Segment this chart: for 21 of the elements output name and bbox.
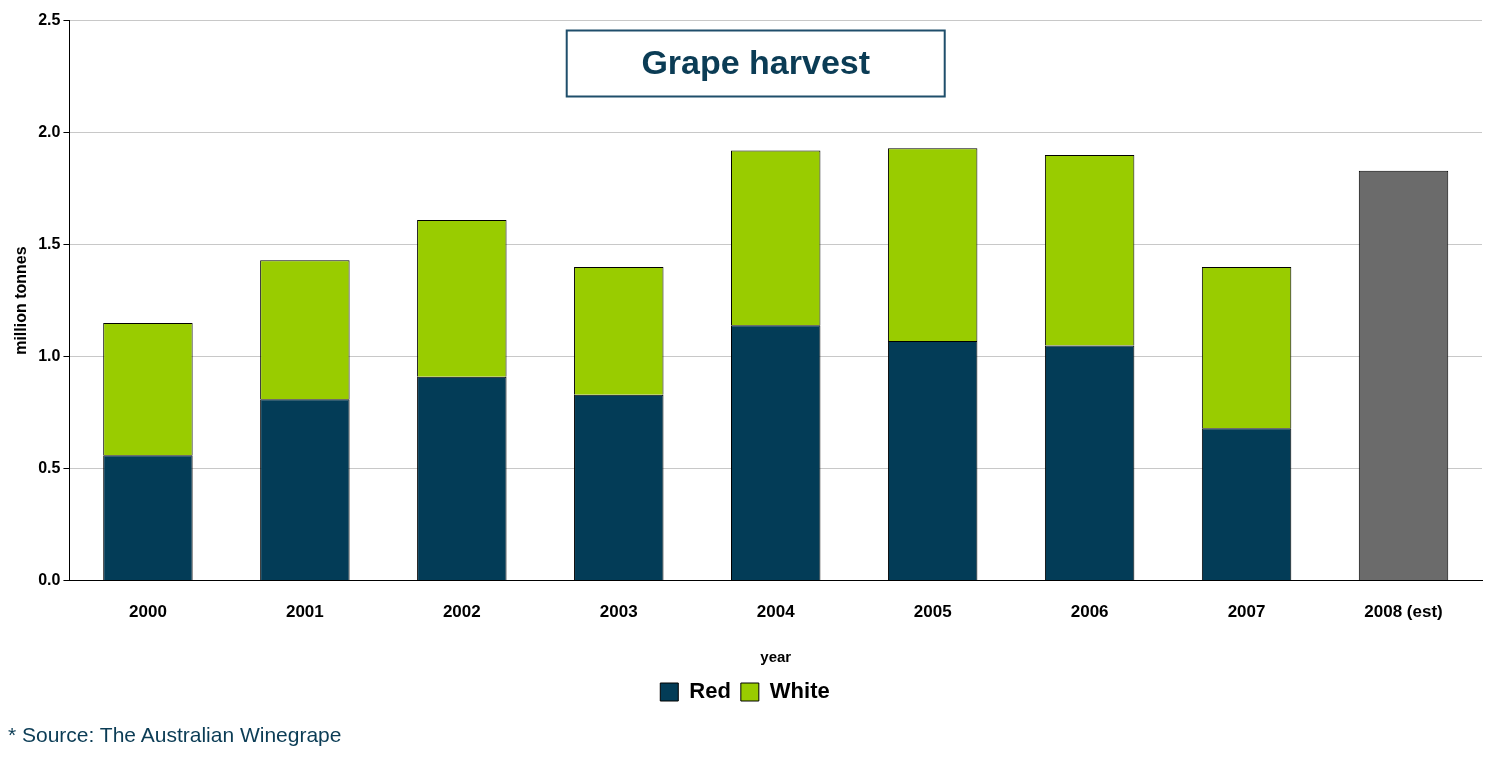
y-tick-label: 2.5 xyxy=(38,11,61,29)
x-tick-label: 2003 xyxy=(599,602,638,622)
x-tick-label: 2006 xyxy=(1070,602,1109,622)
y-tick-label: 0.0 xyxy=(38,571,61,589)
x-tick-label: 2007 xyxy=(1227,602,1266,622)
y-tick-label: 0.5 xyxy=(38,459,61,477)
text: Grape harvest xyxy=(641,42,871,81)
legend-label: Red xyxy=(689,678,731,704)
x-tick-label: 2000 xyxy=(129,602,167,622)
x-tick-label: 2005 xyxy=(913,602,952,622)
x-axis-title: year xyxy=(760,648,792,666)
text: * Source: The Australian Winegrape xyxy=(8,723,342,747)
x-tick-label: 2002 xyxy=(442,602,481,622)
y-tick-label: 1.5 xyxy=(38,235,61,253)
y-axis-title: million tonnes xyxy=(12,246,30,355)
x-tick-label: 2008 (est) xyxy=(1364,602,1443,622)
x-tick-label: 2004 xyxy=(756,602,796,622)
legend-label: White xyxy=(769,678,830,704)
y-tick-label: 1.0 xyxy=(38,347,61,365)
x-tick-label: 2001 xyxy=(285,602,324,622)
y-tick-label: 2.0 xyxy=(38,123,61,141)
